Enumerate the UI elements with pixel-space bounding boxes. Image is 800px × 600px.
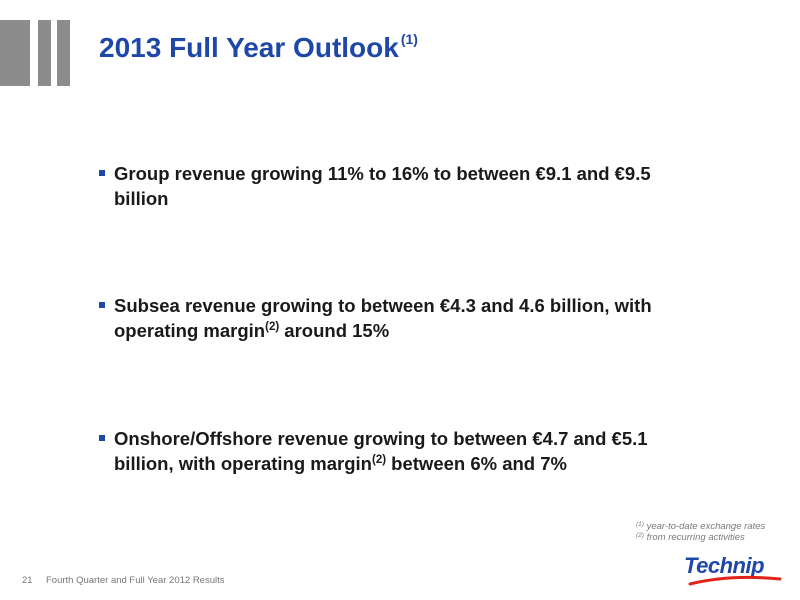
logo-swoosh-icon [688,575,782,586]
footnote-marker: (1) [636,521,644,528]
bullet-text-tail: between 6% and 7% [386,453,567,474]
square-bullet-icon [99,170,105,176]
slide-footer: 21 Fourth Quarter and Full Year 2012 Resu… [22,575,225,586]
bullet-text-main: Subsea revenue growing to between €4.3 a… [114,295,652,341]
bullet-text: Group revenue growing 11% to 16% to betw… [96,161,696,211]
slide-title-text: 2013 Full Year Outlook [99,32,399,63]
footnote-marker: (2) [636,532,644,539]
bullet-text-main: Group revenue growing 11% to 16% to betw… [114,163,651,209]
bullet-text: Onshore/Offshore revenue growing to betw… [96,426,696,476]
bullet-text-tail: around 15% [279,320,390,341]
decorative-bar-narrow [57,20,70,86]
title-footnote-marker: (1) [400,31,418,47]
page-number: 21 [22,575,33,586]
decorative-bar-narrow [38,20,51,86]
bullet-item-subsea-revenue: Subsea revenue growing to between €4.3 a… [96,293,696,343]
footnote-item: (1) year-to-date exchange rates [636,521,765,532]
footnote-marker: (2) [371,454,387,466]
footnote-item: (2) from recurring activities [636,532,765,543]
footnote-text: year-to-date exchange rates [643,521,766,532]
square-bullet-icon [99,435,105,441]
decorative-bar-wide [0,20,30,86]
logo-wordmark: Technip [684,553,765,578]
technip-logo: Technip [684,553,784,587]
square-bullet-icon [99,302,105,308]
footer-text: Fourth Quarter and Full Year 2012 Result… [46,575,225,586]
footnote-marker: (2) [265,321,280,333]
slide-title: 2013 Full Year Outlook (1) [99,31,418,64]
bullet-text: Subsea revenue growing to between €4.3 a… [96,293,696,343]
footnotes: (1) year-to-date exchange rates (2) from… [636,521,765,543]
footnote-text: from recurring activities [643,532,745,543]
bullet-text-main: Onshore/Offshore revenue growing to betw… [114,428,648,474]
bullet-item-onshore-offshore-revenue: Onshore/Offshore revenue growing to betw… [96,426,696,476]
bullet-item-group-revenue: Group revenue growing 11% to 16% to betw… [96,161,696,211]
